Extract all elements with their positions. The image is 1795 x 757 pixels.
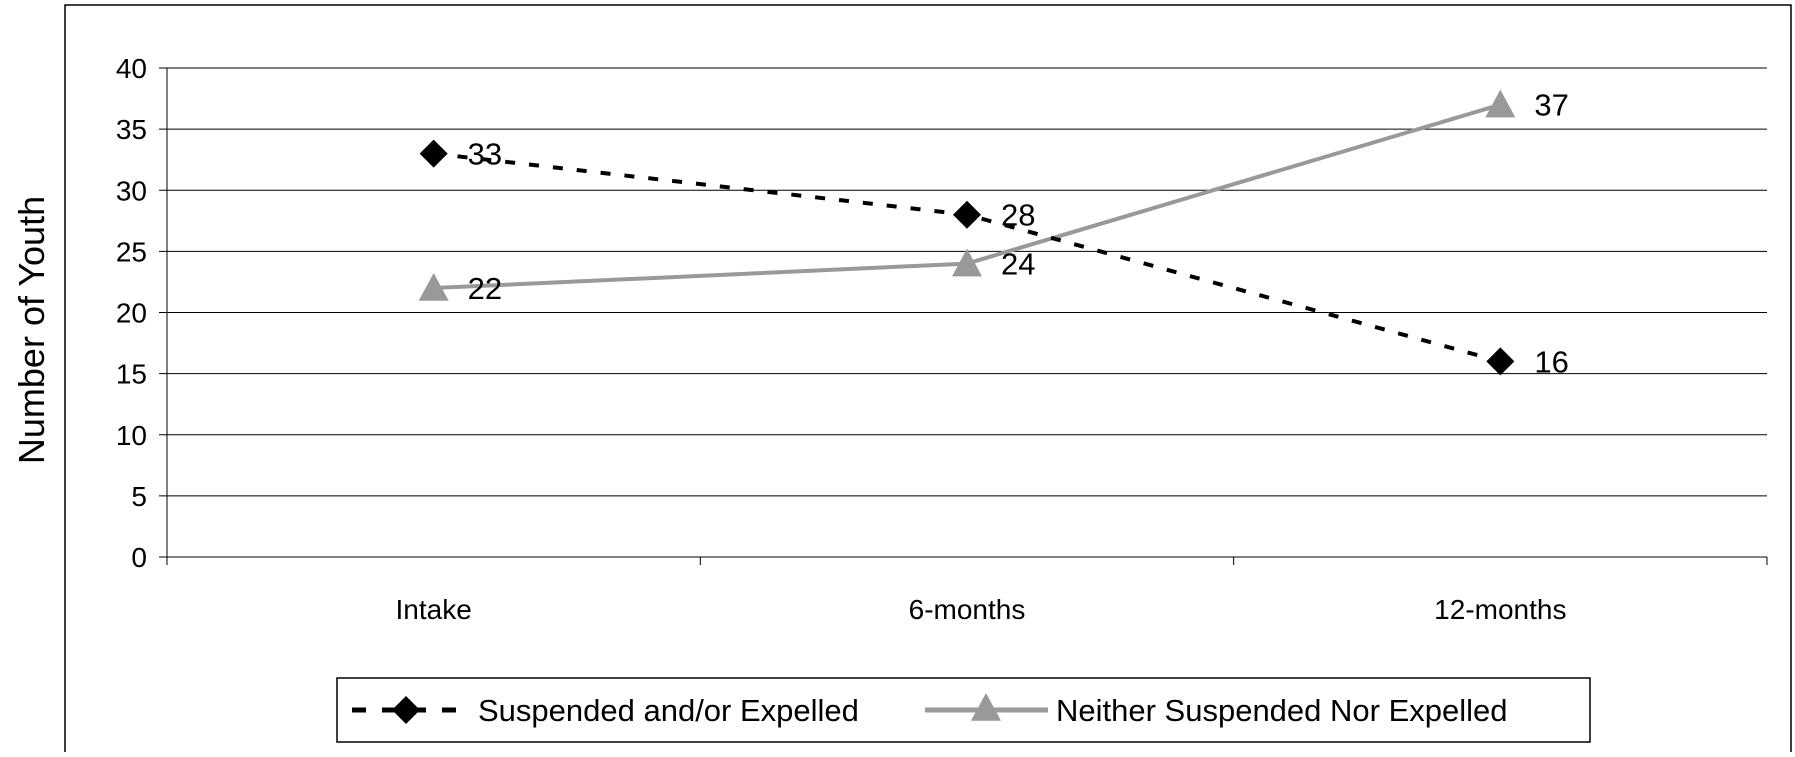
legend: Suspended and/or Expelled Neither Suspend… xyxy=(336,677,1591,743)
y-tick-label: 20 xyxy=(116,298,147,329)
data-label: 37 xyxy=(1534,88,1568,123)
data-point-triangle xyxy=(971,693,1001,721)
x-tick-label: 6-months xyxy=(909,594,1026,625)
data-label: 22 xyxy=(468,271,502,306)
axes xyxy=(166,68,1767,558)
y-tick-label: 40 xyxy=(116,53,147,84)
x-tick-label: 12-months xyxy=(1434,594,1566,625)
y-tick-label: 30 xyxy=(116,175,147,206)
y-tick-label: 25 xyxy=(116,236,147,267)
y-tick-label: 0 xyxy=(131,542,147,573)
y-tick-label: 10 xyxy=(116,420,147,451)
chart-border xyxy=(64,4,1792,757)
y-axis-label: Number of Youth xyxy=(11,196,52,464)
data-point-diamond xyxy=(392,696,420,724)
x-tick-label: Intake xyxy=(396,594,472,625)
legend-label: Neither Suspended Nor Expelled xyxy=(1056,693,1508,728)
legend-label: Suspended and/or Expelled xyxy=(478,693,859,728)
series: 22 24 37 33 28 16 xyxy=(418,88,1569,379)
data-point-diamond xyxy=(419,139,448,168)
legend-box xyxy=(336,677,1591,743)
x-tick-labels: Intake 6-months 12-months xyxy=(396,594,1567,625)
y-tick-label: 5 xyxy=(131,481,147,512)
data-label: 33 xyxy=(468,137,502,172)
data-point-triangle xyxy=(1485,89,1516,118)
y-tick-labels: 0 5 10 15 20 25 30 35 40 xyxy=(116,53,147,573)
data-point-triangle xyxy=(952,248,982,277)
data-label: 28 xyxy=(1001,198,1035,233)
data-point-triangle xyxy=(418,273,449,301)
data-point-diamond xyxy=(1486,347,1515,376)
gridlines xyxy=(159,67,1768,565)
data-point-diamond xyxy=(953,200,981,229)
y-tick-label: 35 xyxy=(116,114,147,145)
data-label: 24 xyxy=(1001,247,1035,282)
y-tick-label: 15 xyxy=(116,359,147,390)
data-label: 16 xyxy=(1534,344,1568,379)
